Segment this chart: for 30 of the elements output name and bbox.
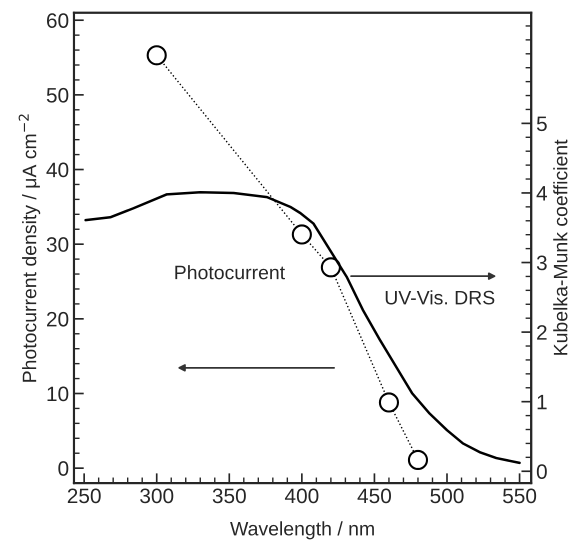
y-tick-label: 10	[48, 386, 68, 402]
x-tick-label: 500	[430, 488, 464, 504]
y2-tick-label: 4	[536, 186, 548, 200]
point	[378, 392, 400, 413]
y-tick-label: 0	[58, 461, 68, 476]
y-tick-label: 30	[46, 237, 68, 252]
y2-tick-label: 1	[538, 394, 547, 410]
annotation: Photocurrent	[175, 265, 285, 280]
x-tick-label: 550	[503, 488, 536, 504]
x-tick-label: 250	[68, 488, 101, 504]
x-tick-label: 350	[212, 488, 246, 504]
y2-tick-label: 5	[536, 116, 547, 132]
point	[146, 45, 167, 66]
x-tick-label: 300	[140, 488, 174, 504]
point	[320, 257, 341, 278]
y-tick-label: 40	[46, 162, 68, 178]
y-tick-label: 50	[46, 88, 68, 103]
y-axis-title: Photocurrent density / μA cm$^{−2}$	[18, 114, 40, 382]
y2-tick-label: 0	[536, 464, 547, 480]
annotation: UV-Vis. DRS	[386, 290, 494, 305]
x-axis-title: Wavelength / nm	[230, 521, 374, 540]
point	[408, 450, 428, 470]
y-tick-label: 20	[47, 312, 68, 327]
point	[292, 224, 312, 245]
x-tick-label: 400	[284, 488, 318, 504]
y2-tick-label: 2	[537, 325, 547, 340]
y2-axis-title: Kubelka-Munk coefficient	[553, 140, 568, 355]
x-tick-label: 450	[358, 488, 391, 504]
y2-tick-label: 3	[536, 256, 547, 270]
y-tick-label: 60	[47, 13, 68, 28]
